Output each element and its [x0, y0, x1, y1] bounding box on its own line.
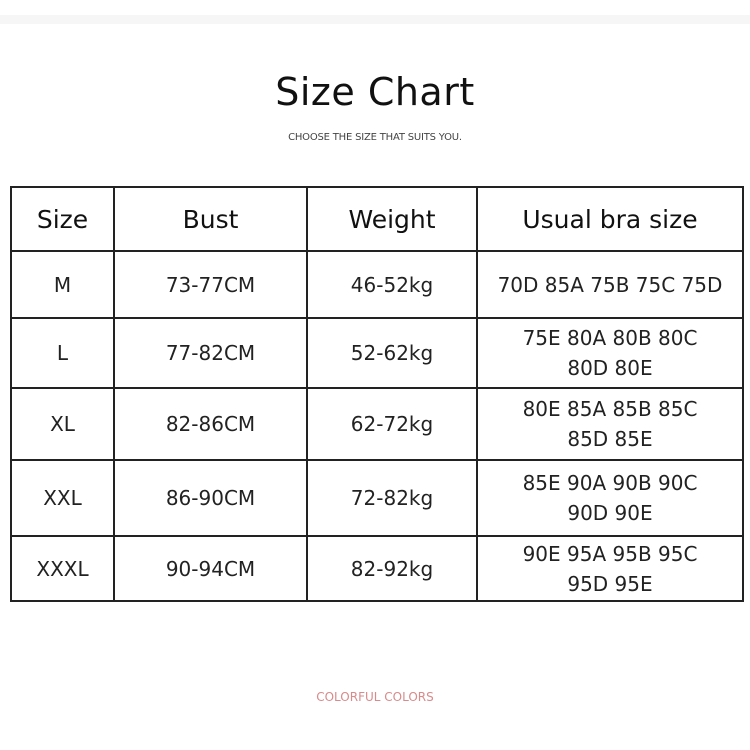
cell-size: XL [10, 387, 115, 461]
header-bust: Bust [113, 186, 308, 252]
table-row: XXL 86-90CM 72-82kg 85E 90A 90B 90C 90D … [10, 459, 744, 537]
header-bra-size: Usual bra size [476, 186, 744, 252]
cell-weight: 46-52kg [306, 250, 478, 319]
subtitle: CHOOSE THE SIZE THAT SUITS YOU. [288, 132, 462, 143]
table-header-row: Size Bust Weight Usual bra size [10, 186, 744, 252]
cell-weight: 62-72kg [306, 387, 478, 461]
cell-bra-size: 85E 90A 90B 90C 90D 90E [476, 459, 744, 537]
cell-bust: 90-94CM [113, 535, 308, 602]
header-weight: Weight [306, 186, 478, 252]
cell-bust: 82-86CM [113, 387, 308, 461]
footer-text: COLORFUL COLORS [316, 690, 434, 704]
page-title: Size Chart [275, 70, 475, 114]
cell-bust: 86-90CM [113, 459, 308, 537]
table-row: L 77-82CM 52-62kg 75E 80A 80B 80C 80D 80… [10, 317, 744, 389]
table-row: M 73-77CM 46-52kg 70D 85A 75B 75C 75D [10, 250, 744, 319]
cell-weight: 52-62kg [306, 317, 478, 389]
cell-bra-size: 90E 95A 95B 95C 95D 95E [476, 535, 744, 602]
cell-size: L [10, 317, 115, 389]
cell-bra-size: 75E 80A 80B 80C 80D 80E [476, 317, 744, 389]
cell-weight: 82-92kg [306, 535, 478, 602]
table-row: XXXL 90-94CM 82-92kg 90E 95A 95B 95C 95D… [10, 535, 744, 602]
cell-weight: 72-82kg [306, 459, 478, 537]
top-band [0, 15, 750, 24]
cell-size: XXXL [10, 535, 115, 602]
cell-bust: 77-82CM [113, 317, 308, 389]
cell-bust: 73-77CM [113, 250, 308, 319]
header-size: Size [10, 186, 115, 252]
cell-size: XXL [10, 459, 115, 537]
size-table: Size Bust Weight Usual bra size M 73-77C… [10, 186, 744, 602]
cell-bra-size: 70D 85A 75B 75C 75D [476, 250, 744, 319]
table-row: XL 82-86CM 62-72kg 80E 85A 85B 85C 85D 8… [10, 387, 744, 461]
cell-bra-size: 80E 85A 85B 85C 85D 85E [476, 387, 744, 461]
cell-size: M [10, 250, 115, 319]
